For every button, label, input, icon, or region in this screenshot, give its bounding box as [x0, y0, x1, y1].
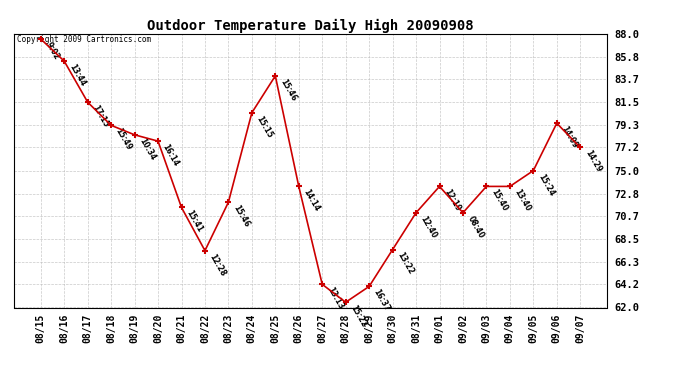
Text: 14:09: 14:09 [560, 124, 580, 150]
Text: 15:46: 15:46 [278, 77, 298, 102]
Text: 15:15: 15:15 [255, 114, 275, 139]
Text: 14:14: 14:14 [302, 188, 322, 213]
Text: 15:22: 15:22 [348, 304, 368, 329]
Text: 16:37: 16:37 [372, 288, 392, 314]
Text: 16:14: 16:14 [161, 142, 181, 168]
Text: 10:34: 10:34 [137, 136, 157, 162]
Text: 17:15: 17:15 [90, 104, 110, 129]
Text: 9:02: 9:02 [43, 40, 61, 61]
Text: 13:13: 13:13 [325, 286, 345, 311]
Text: 13:40: 13:40 [513, 188, 533, 213]
Text: 12:28: 12:28 [208, 252, 228, 278]
Text: 15:46: 15:46 [231, 204, 251, 229]
Text: Copyright 2009 Cartronics.com: Copyright 2009 Cartronics.com [17, 35, 151, 44]
Text: 15:49: 15:49 [114, 127, 134, 152]
Text: 08:40: 08:40 [466, 214, 486, 240]
Text: 15:24: 15:24 [536, 172, 556, 197]
Text: 13:44: 13:44 [67, 63, 87, 88]
Text: 15:41: 15:41 [184, 209, 204, 234]
Text: 12:19: 12:19 [442, 188, 462, 213]
Text: 14:29: 14:29 [583, 149, 603, 174]
Title: Outdoor Temperature Daily High 20090908: Outdoor Temperature Daily High 20090908 [147, 18, 474, 33]
Text: 12:40: 12:40 [419, 214, 439, 240]
Text: 15:40: 15:40 [489, 188, 509, 213]
Text: 13:22: 13:22 [395, 251, 415, 276]
